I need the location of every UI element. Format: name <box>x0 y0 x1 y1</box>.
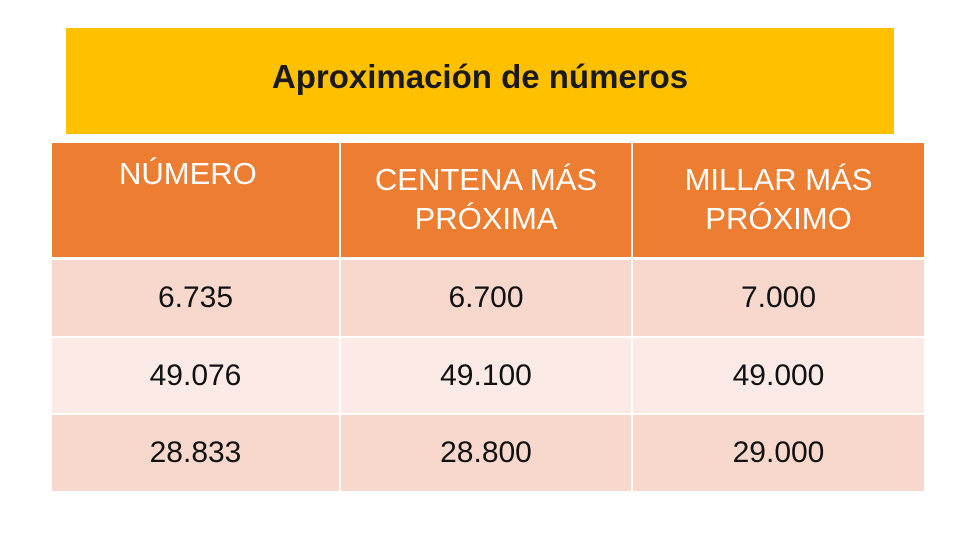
table-cell: 49.000 <box>633 338 924 415</box>
table-cell: 6.735 <box>52 260 341 338</box>
page-title: Aproximación de números <box>271 58 689 95</box>
table-cell: 29.000 <box>633 415 924 493</box>
header-cell-centena: CENTENA MÁS PRÓXIMA <box>341 143 633 260</box>
table-cell: 28.833 <box>52 415 341 493</box>
table-cell: 6.700 <box>341 260 633 338</box>
table-cell: 7.000 <box>633 260 924 338</box>
header-cell-millar: MILLAR MÁS PRÓXIMO <box>633 143 924 260</box>
table-cell: 28.800 <box>341 415 633 493</box>
rounding-table: NÚMERO CENTENA MÁS PRÓXIMA MILLAR MÁS PR… <box>52 143 924 493</box>
table-cell: 49.076 <box>52 338 341 415</box>
table-cell: 49.100 <box>341 338 633 415</box>
title-banner: Aproximación de números <box>66 28 894 134</box>
header-cell-numero: NÚMERO <box>52 143 341 260</box>
